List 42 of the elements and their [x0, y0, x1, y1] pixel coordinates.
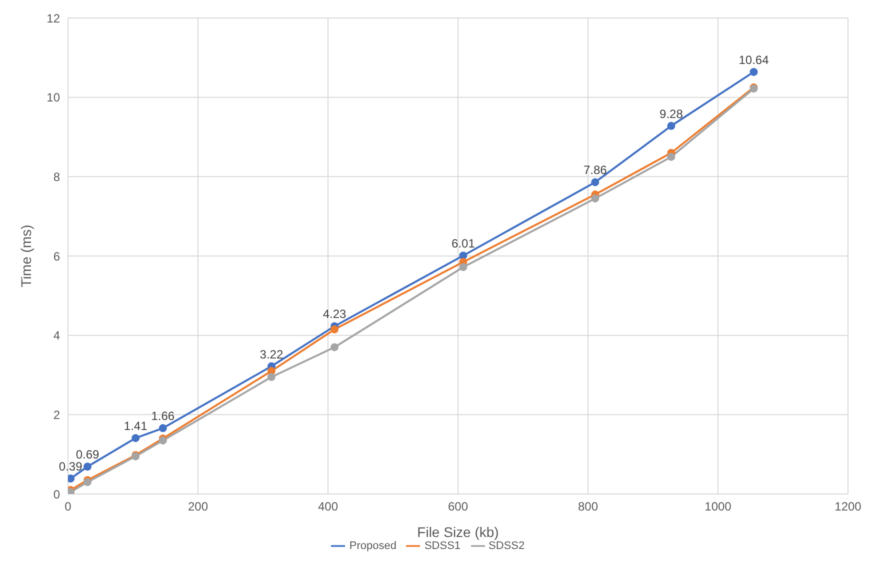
point	[330, 325, 338, 334]
y-tick-label: 8	[53, 170, 60, 184]
y-tick-label: 10	[46, 90, 60, 105]
x-tick-label: 0	[64, 500, 72, 514]
x-tick-label: 200	[188, 500, 208, 514]
data-label: 10.64	[738, 52, 770, 67]
data-label: 1.66	[151, 409, 175, 424]
point	[267, 372, 276, 381]
point	[132, 434, 140, 442]
data-label: 0.39	[58, 460, 83, 474]
x-axis-title: File Size (kb)	[417, 524, 499, 540]
y-tick-label: 4	[53, 328, 60, 343]
point	[750, 68, 758, 76]
x-tick-label: 600	[448, 500, 468, 514]
y-tick-label: 6	[53, 249, 60, 264]
point	[667, 122, 676, 130]
point	[667, 152, 676, 161]
data-label: 3.22	[260, 347, 284, 362]
y-tick-label: 2	[53, 408, 60, 422]
point	[158, 424, 167, 432]
point	[591, 178, 600, 186]
x-tick-label: 800	[578, 500, 598, 514]
point	[459, 263, 468, 272]
x-tick-label: 1000	[704, 500, 732, 514]
point	[68, 474, 75, 483]
y-tick-label: 0	[53, 487, 60, 502]
y-tick-label: 12	[46, 11, 60, 26]
data-label: 1.41	[124, 419, 148, 434]
data-label: 6.01	[452, 236, 476, 251]
data-label: 4.23	[322, 307, 346, 322]
x-tick-label: 1200	[834, 500, 862, 514]
point	[591, 194, 600, 202]
legend-label: Proposed	[349, 540, 396, 552]
legend-label: SDSS2	[488, 540, 525, 552]
point	[330, 343, 338, 352]
x-tick-label: 400	[318, 500, 338, 514]
legend-label: SDSS1	[424, 540, 461, 552]
data-label: 7.86	[583, 163, 608, 178]
y-axis-title: Time (ms)	[18, 224, 34, 288]
data-label: 0.69	[76, 448, 100, 462]
data-label: 9.28	[660, 106, 684, 121]
point	[84, 462, 92, 471]
